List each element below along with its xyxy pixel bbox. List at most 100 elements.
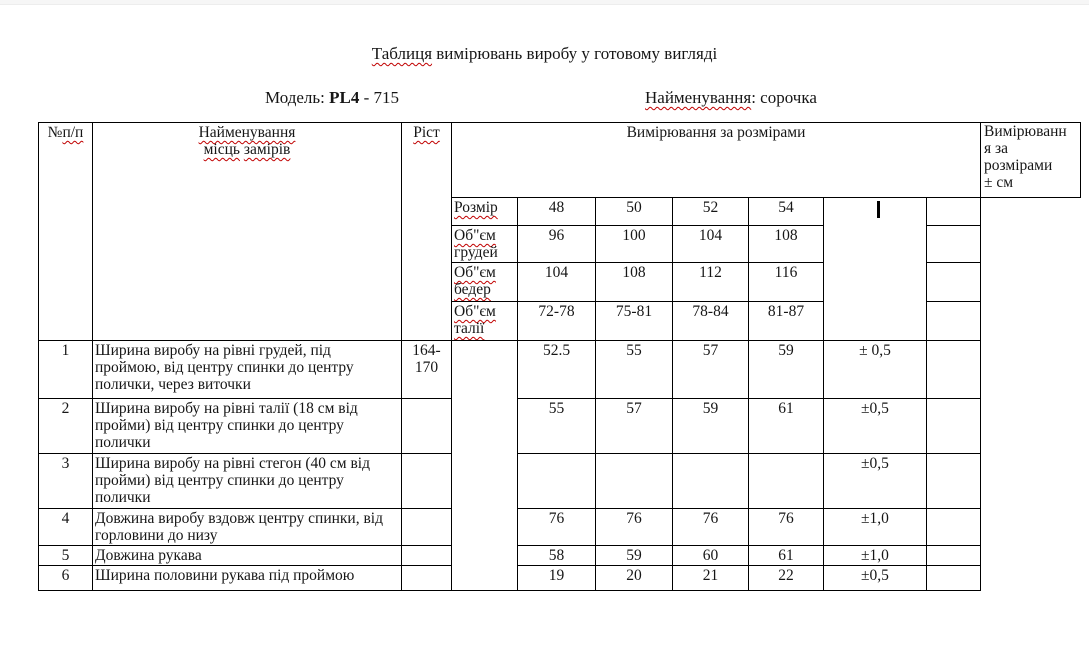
size-label-line: Об"єм [454, 227, 515, 244]
table-row: Об"єм грудей 96 100 104 108 [39, 225, 981, 263]
measurement-value-cell: 57 [595, 398, 673, 454]
text-segment: замірів [243, 141, 291, 158]
size-value-cell: 72-78 [517, 301, 596, 341]
measurement-value-cell: 21 [672, 565, 749, 591]
measurement-value-cell: 52.5 [517, 340, 596, 399]
row-number-cell: 5 [38, 545, 93, 566]
text-segment: Об"єм [454, 303, 496, 320]
measurements-table: №п/п Найменування місць замірів Ріст Вимірюв… [38, 122, 981, 591]
measurement-name-cell: Ширина виробу на рівні талії (18 см від … [92, 398, 402, 454]
text-segment: № [47, 124, 63, 141]
spacer-cell [926, 508, 981, 546]
size-value-cell: 75-81 [595, 301, 673, 341]
text-segment: місць [203, 141, 240, 158]
measurement-name-cell: Довжина рукава [92, 545, 402, 566]
size-value-cell: 108 [748, 225, 824, 263]
text-segment: Модель: [265, 88, 330, 107]
row-number-cell: 2 [38, 398, 93, 454]
table-row: 3 Ширина виробу на рівні стегон (40 см ві… [38, 453, 981, 509]
size-row-label-cell: Об"єм грудей [451, 225, 518, 263]
tolerance-cell: ±1,0 [823, 508, 927, 546]
measurement-name-cell: Ширина виробу на рівні стегон (40 см від… [92, 453, 402, 509]
measurement-value-cell: 22 [748, 565, 824, 591]
text-segment: Ріст [413, 124, 440, 141]
size-row-label-cell: Об"єм бедер [451, 262, 518, 302]
size-value-cell: 104 [517, 262, 596, 302]
table-row: 2 Ширина виробу на рівні талії (18 см від… [38, 398, 981, 454]
window-edge [0, 0, 1089, 5]
spacer-cell [926, 301, 981, 341]
spacer-cell [926, 453, 981, 509]
measurement-name-cell: Ширина половини рукава під проймою [92, 565, 402, 591]
name-column-header: Найменування місць замірів [92, 122, 402, 341]
table-row: 1 Ширина виробу на рівні грудей, під прой… [38, 340, 981, 591]
size-label-line: Розмір [454, 199, 515, 216]
size-value-cell: 112 [672, 262, 749, 302]
text-segment: Розмір [454, 199, 498, 216]
measurement-name-cell: Довжина виробу вздовж центру спинки, від… [92, 508, 402, 546]
text-segment: Таблиця [371, 44, 433, 63]
model-label: Модель: PL4 - 715 [265, 88, 399, 108]
size-label-line: бедер [454, 281, 515, 298]
spacer-cell [926, 545, 981, 566]
measurement-value-cell: 61 [748, 398, 824, 454]
measurement-value-cell: 76 [748, 508, 824, 546]
size-value-cell: 48 [517, 197, 596, 226]
measurement-value-cell: 76 [595, 508, 673, 546]
size-row-label-cell: Об"єм талії [451, 301, 518, 341]
spacer-cell [926, 262, 981, 302]
measurement-value-cell: 55 [595, 340, 673, 399]
tolerance-cell: ±0,5 [823, 565, 927, 591]
table-row: 5 Довжина рукава 58 59 60 61 ±1,0 [38, 545, 981, 566]
measurement-value-cell [517, 453, 596, 509]
table-row: 6 Ширина половини рукава під проймою 19 20 2… [38, 565, 981, 591]
measurement-value-cell: 59 [595, 545, 673, 566]
row-number-cell: 6 [38, 565, 93, 591]
text-segment: грудей [454, 244, 498, 261]
row-number-cell: 1 [38, 340, 93, 399]
measurement-value-cell [748, 453, 824, 509]
measurement-value-cell: 59 [672, 398, 749, 454]
spacer-cell [926, 398, 981, 454]
measurement-name-cell: Ширина виробу на рівні грудей, під пройм… [92, 340, 402, 399]
size-value-cell: 81-87 [748, 301, 824, 341]
measurement-value-cell: 20 [595, 565, 673, 591]
height-value-cell: 164- 170 [401, 340, 452, 399]
text-segment: Об"єм [454, 264, 496, 281]
text-segment: Найменування [198, 124, 296, 141]
text-segment: - 715 [359, 88, 400, 107]
height-column-header: Ріст [401, 122, 452, 341]
size-row-label-cell: Розмір [451, 197, 518, 226]
measurement-value-cell [595, 453, 673, 509]
table-row: Розмір 48 50 52 54 [39, 197, 981, 341]
measurement-value-cell: 61 [748, 545, 824, 566]
measurement-value-cell: 59 [748, 340, 824, 399]
text-segment: Вимірювання за розмірами [626, 124, 806, 141]
header-line: Найменування [95, 124, 399, 141]
num-column-header: №п/п [38, 122, 93, 341]
table-row: №п/п Найменування місць замірів Ріст Вимірюв… [38, 122, 981, 341]
size-label-line: талії [454, 320, 515, 337]
measurement-value-cell: 76 [672, 508, 749, 546]
product-name-label: Найменування: сорочка [645, 88, 817, 108]
size-label-line: грудей [454, 244, 515, 261]
height-value-cell [401, 453, 452, 509]
merged-empty-cell [451, 340, 518, 591]
tolerance-cell: ± 0,5 [823, 340, 927, 399]
tolerance-cell: ±1,0 [823, 545, 927, 566]
measurement-value-cell: 76 [517, 508, 596, 546]
document-title: Таблиця вимірювань виробу у готовому виг… [0, 44, 1089, 64]
size-value-cell: 104 [672, 225, 749, 263]
text-cursor [877, 201, 880, 218]
measurement-value-cell: 19 [517, 565, 596, 591]
text-segment: бедер [454, 281, 491, 298]
size-value-cell: 96 [517, 225, 596, 263]
sizes-header: Вимірювання за розмірами [451, 122, 981, 198]
measurement-value-cell: 58 [517, 545, 596, 566]
text-segment: : сорочка [751, 88, 817, 107]
size-label-line: Об"єм [454, 303, 515, 320]
tolerance-cell: ±0,5 [823, 453, 927, 509]
measurement-value-cell [672, 453, 749, 509]
header-line: місць замірів [95, 141, 399, 158]
measurement-value-cell: 55 [517, 398, 596, 454]
